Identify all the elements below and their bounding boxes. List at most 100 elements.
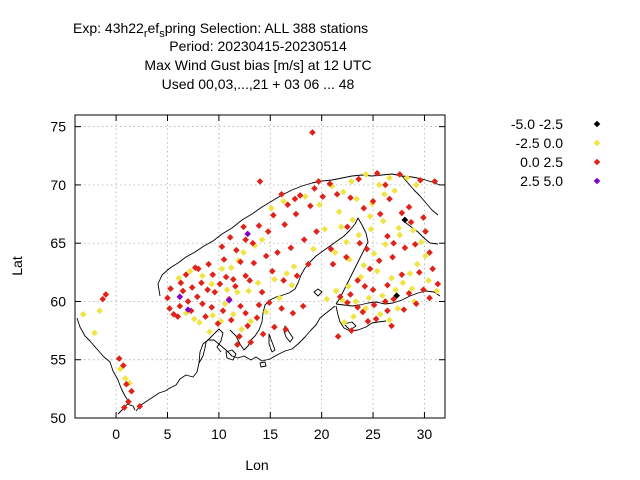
data-point	[373, 169, 381, 177]
data-point	[309, 129, 316, 136]
data-point	[353, 195, 360, 203]
data-point	[281, 221, 288, 228]
data-point	[359, 308, 367, 316]
coastline-norway-west	[157, 173, 441, 297]
data-point	[399, 279, 407, 287]
title-part-ef: ef	[148, 20, 160, 36]
data-point	[218, 265, 226, 273]
coastline-whitesea	[401, 219, 439, 245]
axis-ticks: 0 5 10 15 20 25 30 50 55 60 65 70 75	[50, 115, 445, 442]
x-tick-label: 0	[112, 426, 120, 442]
data-point	[365, 294, 373, 302]
data-point	[128, 387, 135, 395]
data-point	[347, 194, 354, 202]
data-point	[354, 303, 361, 311]
data-point	[233, 246, 240, 254]
data-point	[355, 175, 362, 183]
data-point	[287, 244, 295, 252]
data-point	[336, 293, 344, 301]
data-point	[370, 250, 378, 257]
chart-title: Exp: 43h22refspring Selection: ALL 388 s…	[73, 20, 372, 92]
data-point	[355, 231, 362, 239]
legend-marker	[593, 139, 601, 147]
data-point	[418, 238, 425, 246]
data-point	[227, 264, 235, 271]
coastline-russia-north	[401, 175, 439, 216]
data-point	[333, 190, 341, 198]
data-point	[211, 288, 219, 296]
data-point	[362, 171, 370, 178]
data-point	[411, 241, 419, 248]
data-point	[307, 202, 314, 210]
data-point	[420, 286, 427, 294]
data-point	[217, 317, 225, 325]
data-point	[242, 272, 249, 280]
data-point	[364, 317, 372, 325]
data-point	[179, 287, 187, 295]
data-point	[174, 313, 182, 320]
data-point	[255, 301, 263, 309]
data-point	[349, 216, 356, 224]
legend-label: -2.5 0.0	[516, 135, 564, 151]
data-point	[258, 288, 266, 296]
data-point	[431, 178, 439, 185]
y-tick-label: 55	[50, 352, 66, 368]
data-point	[283, 270, 291, 277]
data-point	[234, 288, 241, 296]
data-point	[176, 302, 184, 310]
x-tick-label: 20	[314, 426, 330, 442]
data-point	[389, 253, 396, 261]
data-point	[375, 257, 383, 264]
data-point	[280, 197, 287, 205]
data-point	[208, 303, 215, 311]
data-point	[99, 295, 107, 303]
title-subscript-s: s	[159, 28, 165, 40]
x-tick-label: 5	[164, 426, 172, 442]
data-point	[319, 193, 326, 200]
data-point	[191, 264, 199, 271]
data-point	[126, 379, 133, 387]
data-point	[390, 239, 397, 247]
data-point	[344, 223, 351, 231]
data-point	[265, 299, 273, 306]
data-point	[316, 201, 323, 209]
data-point	[250, 259, 258, 267]
data-point	[208, 280, 215, 288]
data-point	[386, 195, 393, 203]
data-point	[376, 210, 384, 218]
coastline-continent	[135, 305, 336, 412]
title-variable: Max Wind Gust bias [m/s] at 12 UTC	[144, 57, 371, 73]
data-point	[182, 271, 190, 278]
data-point	[278, 305, 285, 312]
x-tick-label: 10	[211, 426, 227, 442]
data-point	[386, 174, 393, 182]
data-point	[246, 277, 254, 284]
data-point	[166, 305, 173, 312]
data-point	[240, 223, 247, 231]
data-point	[337, 223, 345, 231]
data-point	[313, 228, 320, 235]
data-point	[292, 210, 300, 218]
data-point	[205, 260, 212, 268]
data-point	[326, 180, 334, 188]
data-point	[375, 181, 383, 189]
data-point	[229, 310, 237, 318]
data-point	[425, 277, 432, 284]
data-point	[220, 256, 228, 263]
data-point	[422, 252, 429, 260]
data-point	[225, 296, 233, 304]
data-point	[120, 362, 127, 369]
data-point	[270, 211, 277, 219]
data-point	[352, 298, 359, 305]
data-point	[420, 214, 427, 221]
data-point	[167, 285, 174, 292]
coastline-bornholm	[259, 361, 267, 368]
data-point	[199, 272, 206, 280]
data-point	[244, 322, 251, 330]
data-point	[194, 293, 201, 301]
data-point	[382, 241, 389, 248]
data-point	[366, 213, 374, 220]
x-axis-label: Lon	[245, 457, 268, 473]
data-point	[311, 185, 318, 192]
